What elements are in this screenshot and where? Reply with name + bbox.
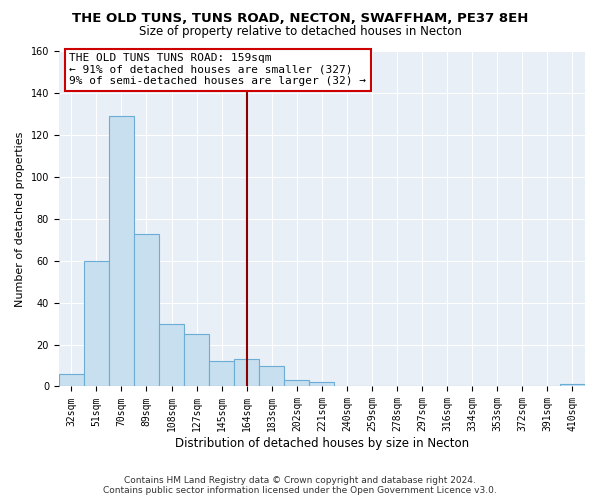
Bar [84,261,109,386]
Text: THE OLD TUNS TUNS ROAD: 159sqm
← 91% of detached houses are smaller (327)
9% of : THE OLD TUNS TUNS ROAD: 159sqm ← 91% of … [70,53,367,86]
Y-axis label: Number of detached properties: Number of detached properties [15,132,25,306]
Bar [209,362,234,386]
Bar [184,334,209,386]
Bar [310,382,334,386]
Bar [109,116,134,386]
Bar [560,384,585,386]
Text: THE OLD TUNS, TUNS ROAD, NECTON, SWAFFHAM, PE37 8EH: THE OLD TUNS, TUNS ROAD, NECTON, SWAFFHA… [72,12,528,24]
Bar [259,366,284,386]
Text: Size of property relative to detached houses in Necton: Size of property relative to detached ho… [139,25,461,38]
Bar [159,324,184,386]
Bar [234,360,259,386]
Bar [284,380,310,386]
Text: Contains HM Land Registry data © Crown copyright and database right 2024.
Contai: Contains HM Land Registry data © Crown c… [103,476,497,495]
Bar [134,234,159,386]
Bar [59,374,84,386]
X-axis label: Distribution of detached houses by size in Necton: Distribution of detached houses by size … [175,437,469,450]
